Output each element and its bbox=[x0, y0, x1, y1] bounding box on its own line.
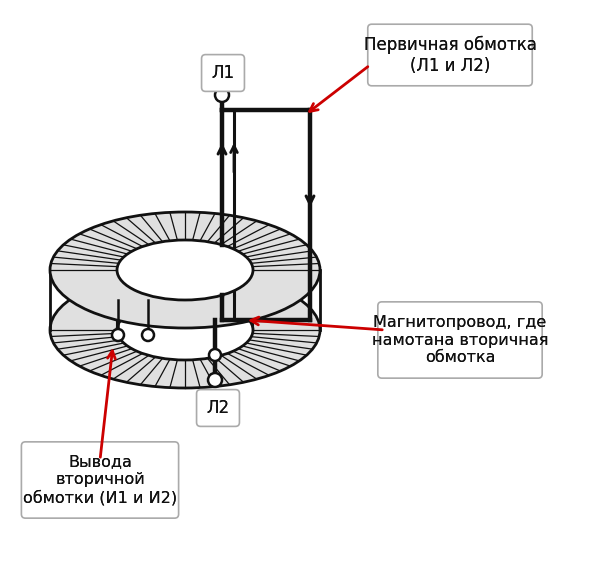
Circle shape bbox=[208, 373, 222, 387]
Circle shape bbox=[209, 349, 221, 361]
FancyBboxPatch shape bbox=[378, 302, 542, 378]
Circle shape bbox=[112, 329, 124, 341]
Text: Л2: Л2 bbox=[206, 399, 230, 417]
Text: Магнитопровод, где
намотана вторичная
обмотка: Магнитопровод, где намотана вторичная об… bbox=[372, 315, 548, 365]
Circle shape bbox=[215, 88, 229, 102]
Text: Вывода
вторичной
обмотки (И1 и И2): Вывода вторичной обмотки (И1 и И2) bbox=[23, 455, 177, 505]
Ellipse shape bbox=[50, 212, 320, 328]
FancyBboxPatch shape bbox=[22, 442, 179, 518]
Text: Л2: Л2 bbox=[206, 399, 230, 417]
Text: Л1: Л1 bbox=[211, 64, 235, 82]
Ellipse shape bbox=[50, 272, 320, 388]
Circle shape bbox=[142, 329, 154, 341]
Text: Вывода
вторичной
обмотки (И1 и И2): Вывода вторичной обмотки (И1 и И2) bbox=[23, 455, 177, 505]
FancyBboxPatch shape bbox=[368, 24, 532, 86]
FancyBboxPatch shape bbox=[202, 55, 244, 92]
Text: Первичная обмотка
(Л1 и Л2): Первичная обмотка (Л1 и Л2) bbox=[364, 35, 536, 75]
Text: Л1: Л1 bbox=[211, 64, 235, 82]
FancyBboxPatch shape bbox=[197, 389, 239, 427]
Ellipse shape bbox=[117, 300, 253, 360]
Ellipse shape bbox=[117, 240, 253, 300]
Text: Магнитопровод, где
намотана вторичная
обмотка: Магнитопровод, где намотана вторичная об… bbox=[372, 315, 548, 365]
Text: Первичная обмотка
(Л1 и Л2): Первичная обмотка (Л1 и Л2) bbox=[364, 35, 536, 75]
